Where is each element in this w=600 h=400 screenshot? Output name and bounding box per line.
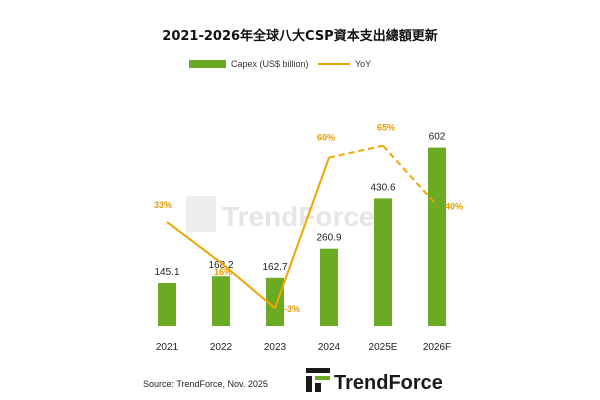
yoy-line-segment xyxy=(166,221,222,264)
watermark-text: TrendForce xyxy=(222,201,374,232)
legend-label-yoy: YoY xyxy=(355,59,371,69)
bar-value-label: 162.7 xyxy=(262,262,287,273)
yoy-value-label: 16% xyxy=(214,267,232,277)
plot-area: 145.1 2021 168.2 2022 162.7 2023 260.9 2024 430.… xyxy=(154,123,463,353)
x-tick-label: 2026F xyxy=(423,342,451,353)
legend-label-capex: Capex (US$ billion) xyxy=(231,59,309,69)
logo-text: TrendForce xyxy=(334,372,443,394)
yoy-line-segment xyxy=(220,262,276,309)
yoy-value-label: 65% xyxy=(377,123,395,133)
x-tick-label: 2021 xyxy=(156,342,179,353)
yoy-line-segment xyxy=(382,145,438,207)
yoy-line-segment xyxy=(328,144,384,159)
bar-2021 xyxy=(158,283,176,326)
bar-2023 xyxy=(266,277,284,326)
bar-value-label: 260.9 xyxy=(316,233,341,244)
legend-swatch-capex xyxy=(189,60,226,68)
source-note: Source: TrendForce, Nov. 2025 xyxy=(143,379,268,389)
legend: Capex (US$ billion) YoY xyxy=(189,59,371,69)
bar-2022 xyxy=(212,276,230,326)
bar-2026F xyxy=(428,147,446,326)
bar-value-label: 145.1 xyxy=(154,267,179,278)
bar-2024 xyxy=(320,248,338,326)
x-tick-label: 2025E xyxy=(369,342,398,353)
chart-title: 2021-2026年全球八大CSP資本支出總額更新 xyxy=(162,28,437,44)
x-tick-label: 2023 xyxy=(264,342,287,353)
trendforce-logo-icon xyxy=(306,368,330,392)
yoy-value-label: 40% xyxy=(445,201,463,211)
yoy-value-label: -3% xyxy=(284,304,300,314)
logo: TrendForce xyxy=(306,368,443,394)
yoy-value-label: 33% xyxy=(154,200,172,210)
watermark: TrendForce xyxy=(186,196,374,232)
bar-2025E xyxy=(374,198,392,326)
x-tick-label: 2022 xyxy=(210,342,233,353)
yoy-value-label: 60% xyxy=(317,133,335,143)
yoy-line-segment xyxy=(274,157,330,309)
x-tick-label: 2024 xyxy=(318,342,341,353)
bar-value-label: 430.6 xyxy=(370,182,395,193)
bar-value-label: 168.2 xyxy=(208,260,233,271)
bar-value-label: 602 xyxy=(429,132,446,143)
watermark-icon xyxy=(186,196,216,232)
